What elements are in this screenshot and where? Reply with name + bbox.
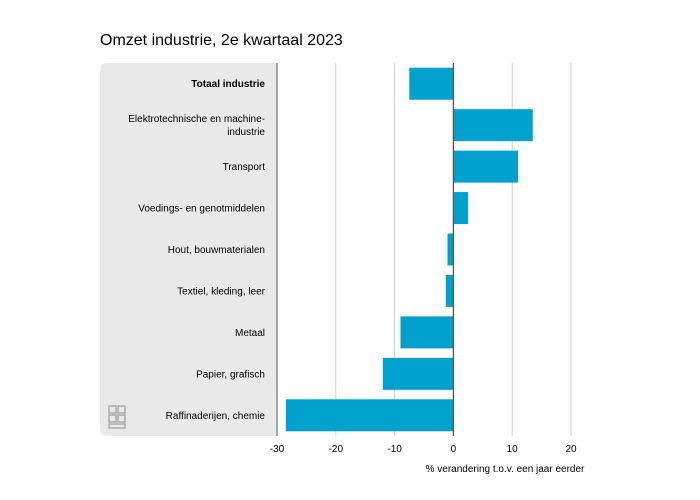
bar — [445, 274, 454, 307]
x-axis-tick-labels: -30 -20 -10 0 10 20 — [270, 444, 577, 455]
bar — [409, 67, 454, 100]
category-label: Raffinaderijen, chemie — [166, 411, 266, 422]
cbs-logo-icon — [108, 405, 126, 429]
x-tick-label: 10 — [507, 444, 519, 455]
bar — [447, 233, 454, 266]
bars — [285, 67, 533, 432]
bar — [400, 316, 454, 349]
x-tick-label: -10 — [387, 444, 402, 455]
bar — [285, 399, 454, 432]
x-tick-label: 20 — [565, 444, 577, 455]
category-label: Voedings- en genotmiddelen — [138, 204, 265, 215]
x-tick-label: 0 — [451, 444, 457, 455]
category-label: Metaal — [235, 328, 265, 339]
category-label: Transport — [223, 162, 266, 173]
x-axis-label: % verandering t.o.v. een jaar eerder — [426, 464, 585, 475]
x-tick-label: -30 — [270, 444, 285, 455]
category-label: Papier, grafisch — [196, 369, 265, 380]
bar — [453, 192, 469, 225]
category-label-panel — [100, 63, 277, 436]
bar — [453, 109, 533, 142]
bar — [382, 357, 454, 390]
category-label: Elektrotechnische en machine- — [128, 114, 265, 125]
chart-title: Omzet industrie, 2e kwartaal 2023 — [100, 32, 343, 49]
category-label: Hout, bouwmaterialen — [168, 245, 265, 256]
x-tick-label: -20 — [329, 444, 344, 455]
category-labels: Totaal industrie Elektrotechnische en mac… — [128, 79, 265, 422]
category-label: Totaal industrie — [191, 79, 265, 90]
category-label: Textiel, kleding, leer — [177, 286, 265, 297]
bar — [453, 150, 519, 183]
category-label: industrie — [227, 127, 265, 138]
